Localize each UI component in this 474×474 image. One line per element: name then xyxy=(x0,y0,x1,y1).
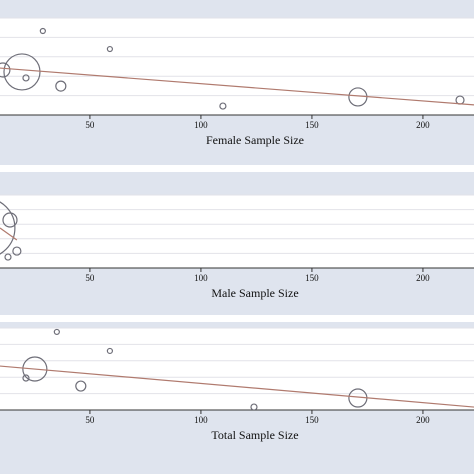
bubble xyxy=(75,380,87,392)
fit-line xyxy=(0,365,474,408)
x-tick-label: 200 xyxy=(416,120,430,130)
fit-line xyxy=(0,227,18,241)
bubble xyxy=(219,102,227,110)
x-tick-label: 100 xyxy=(194,415,208,425)
x-tick-label: 150 xyxy=(305,273,319,283)
x-tick-label: 150 xyxy=(305,120,319,130)
bubble xyxy=(55,80,67,92)
bubble xyxy=(3,53,41,91)
plot-area xyxy=(0,328,474,410)
bubble xyxy=(39,27,46,35)
bubble xyxy=(12,246,22,256)
bubble xyxy=(53,328,60,336)
x-tick-label: 100 xyxy=(194,273,208,283)
x-tick-label: 150 xyxy=(305,415,319,425)
bubble xyxy=(106,347,113,355)
bubble xyxy=(22,374,30,382)
x-tick-label: 200 xyxy=(416,415,430,425)
fit-line xyxy=(0,67,474,106)
x-tick-label: 200 xyxy=(416,273,430,283)
x-tick-label: 50 xyxy=(85,120,95,130)
x-axis-label: Female Sample Size xyxy=(206,133,304,147)
bubble xyxy=(4,253,12,261)
bubble xyxy=(250,403,258,410)
x-tick-label: 50 xyxy=(85,415,95,425)
bubble xyxy=(0,62,11,78)
x-axis-label: Total Sample Size xyxy=(211,428,298,442)
bubble xyxy=(22,356,48,382)
bubble xyxy=(2,212,18,228)
plot-area xyxy=(0,18,474,115)
x-tick-label: 50 xyxy=(85,273,95,283)
bubble xyxy=(22,74,30,82)
bubble xyxy=(106,45,113,53)
bubble xyxy=(0,201,16,255)
x-axis-label: Male Sample Size xyxy=(211,286,298,300)
x-tick-label: 100 xyxy=(194,120,208,130)
plot-area xyxy=(0,195,474,268)
